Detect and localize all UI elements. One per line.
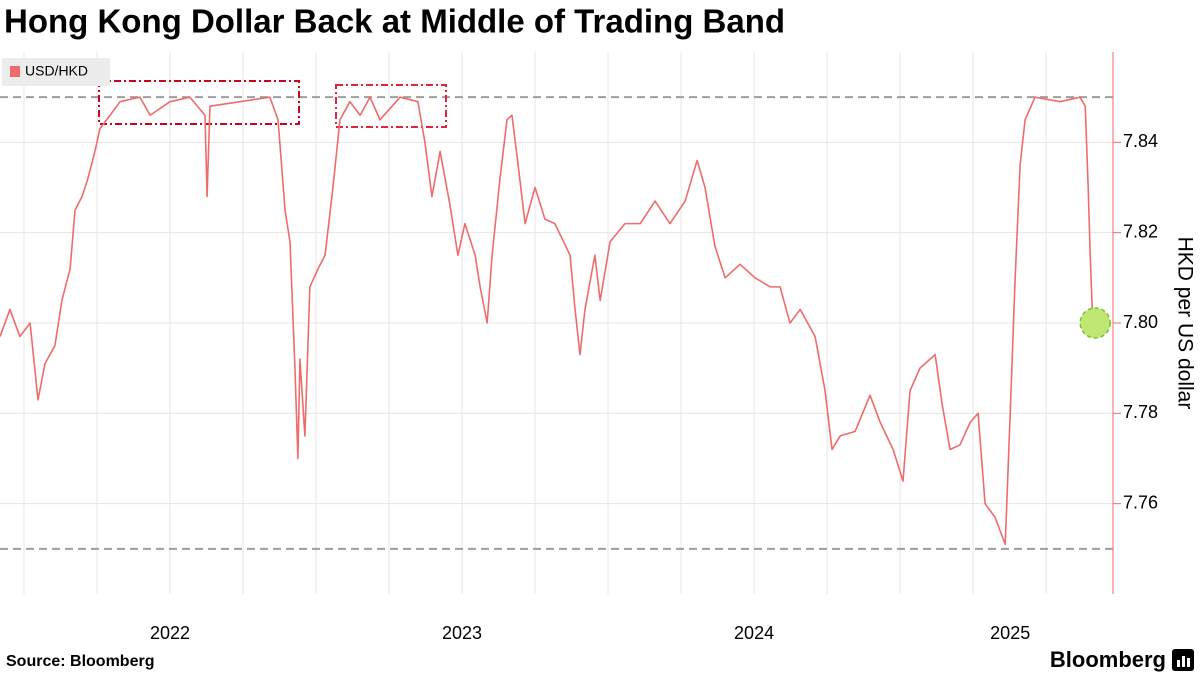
plot (0, 96, 1111, 546)
brand-logo: Bloomberg (1050, 647, 1166, 672)
x-tick-label: 2024 (734, 623, 774, 643)
annotation-box (335, 84, 447, 128)
y-tick-label: 7.82 (1123, 221, 1158, 241)
legend-label: USD/HKD (25, 63, 88, 79)
brand-icon-bar (1187, 658, 1190, 667)
grid (0, 52, 1113, 594)
x-tick-label: 2022 (150, 623, 190, 643)
x-tick-label: 2023 (442, 623, 482, 643)
y-tick-label: 7.78 (1123, 402, 1158, 422)
y-tick-label: 7.80 (1123, 312, 1158, 332)
y-axis-title: HKD per US dollar (1173, 237, 1196, 410)
legend: USD/HKD (2, 58, 110, 86)
y-axis: 7.76 7.78 7.80 7.82 7.84 (1112, 52, 1158, 594)
reference-lines (0, 96, 1113, 550)
x-axis: 2022 2023 2024 2025 (150, 623, 1030, 643)
line-series (0, 96, 1094, 546)
annotation-box (98, 80, 300, 125)
x-tick-label: 2025 (990, 623, 1030, 643)
source: Source: Bloomberg (6, 653, 154, 670)
chart-title: Hong Kong Dollar Back at Middle of Tradi… (4, 3, 785, 40)
legend-swatch (10, 66, 20, 77)
highlight-marker (1079, 307, 1111, 339)
brand-icon-bar (1182, 656, 1185, 667)
y-tick-label: 7.84 (1123, 131, 1158, 151)
y-tick-label: 7.76 (1123, 492, 1158, 512)
brand-icon-bar (1177, 660, 1180, 667)
